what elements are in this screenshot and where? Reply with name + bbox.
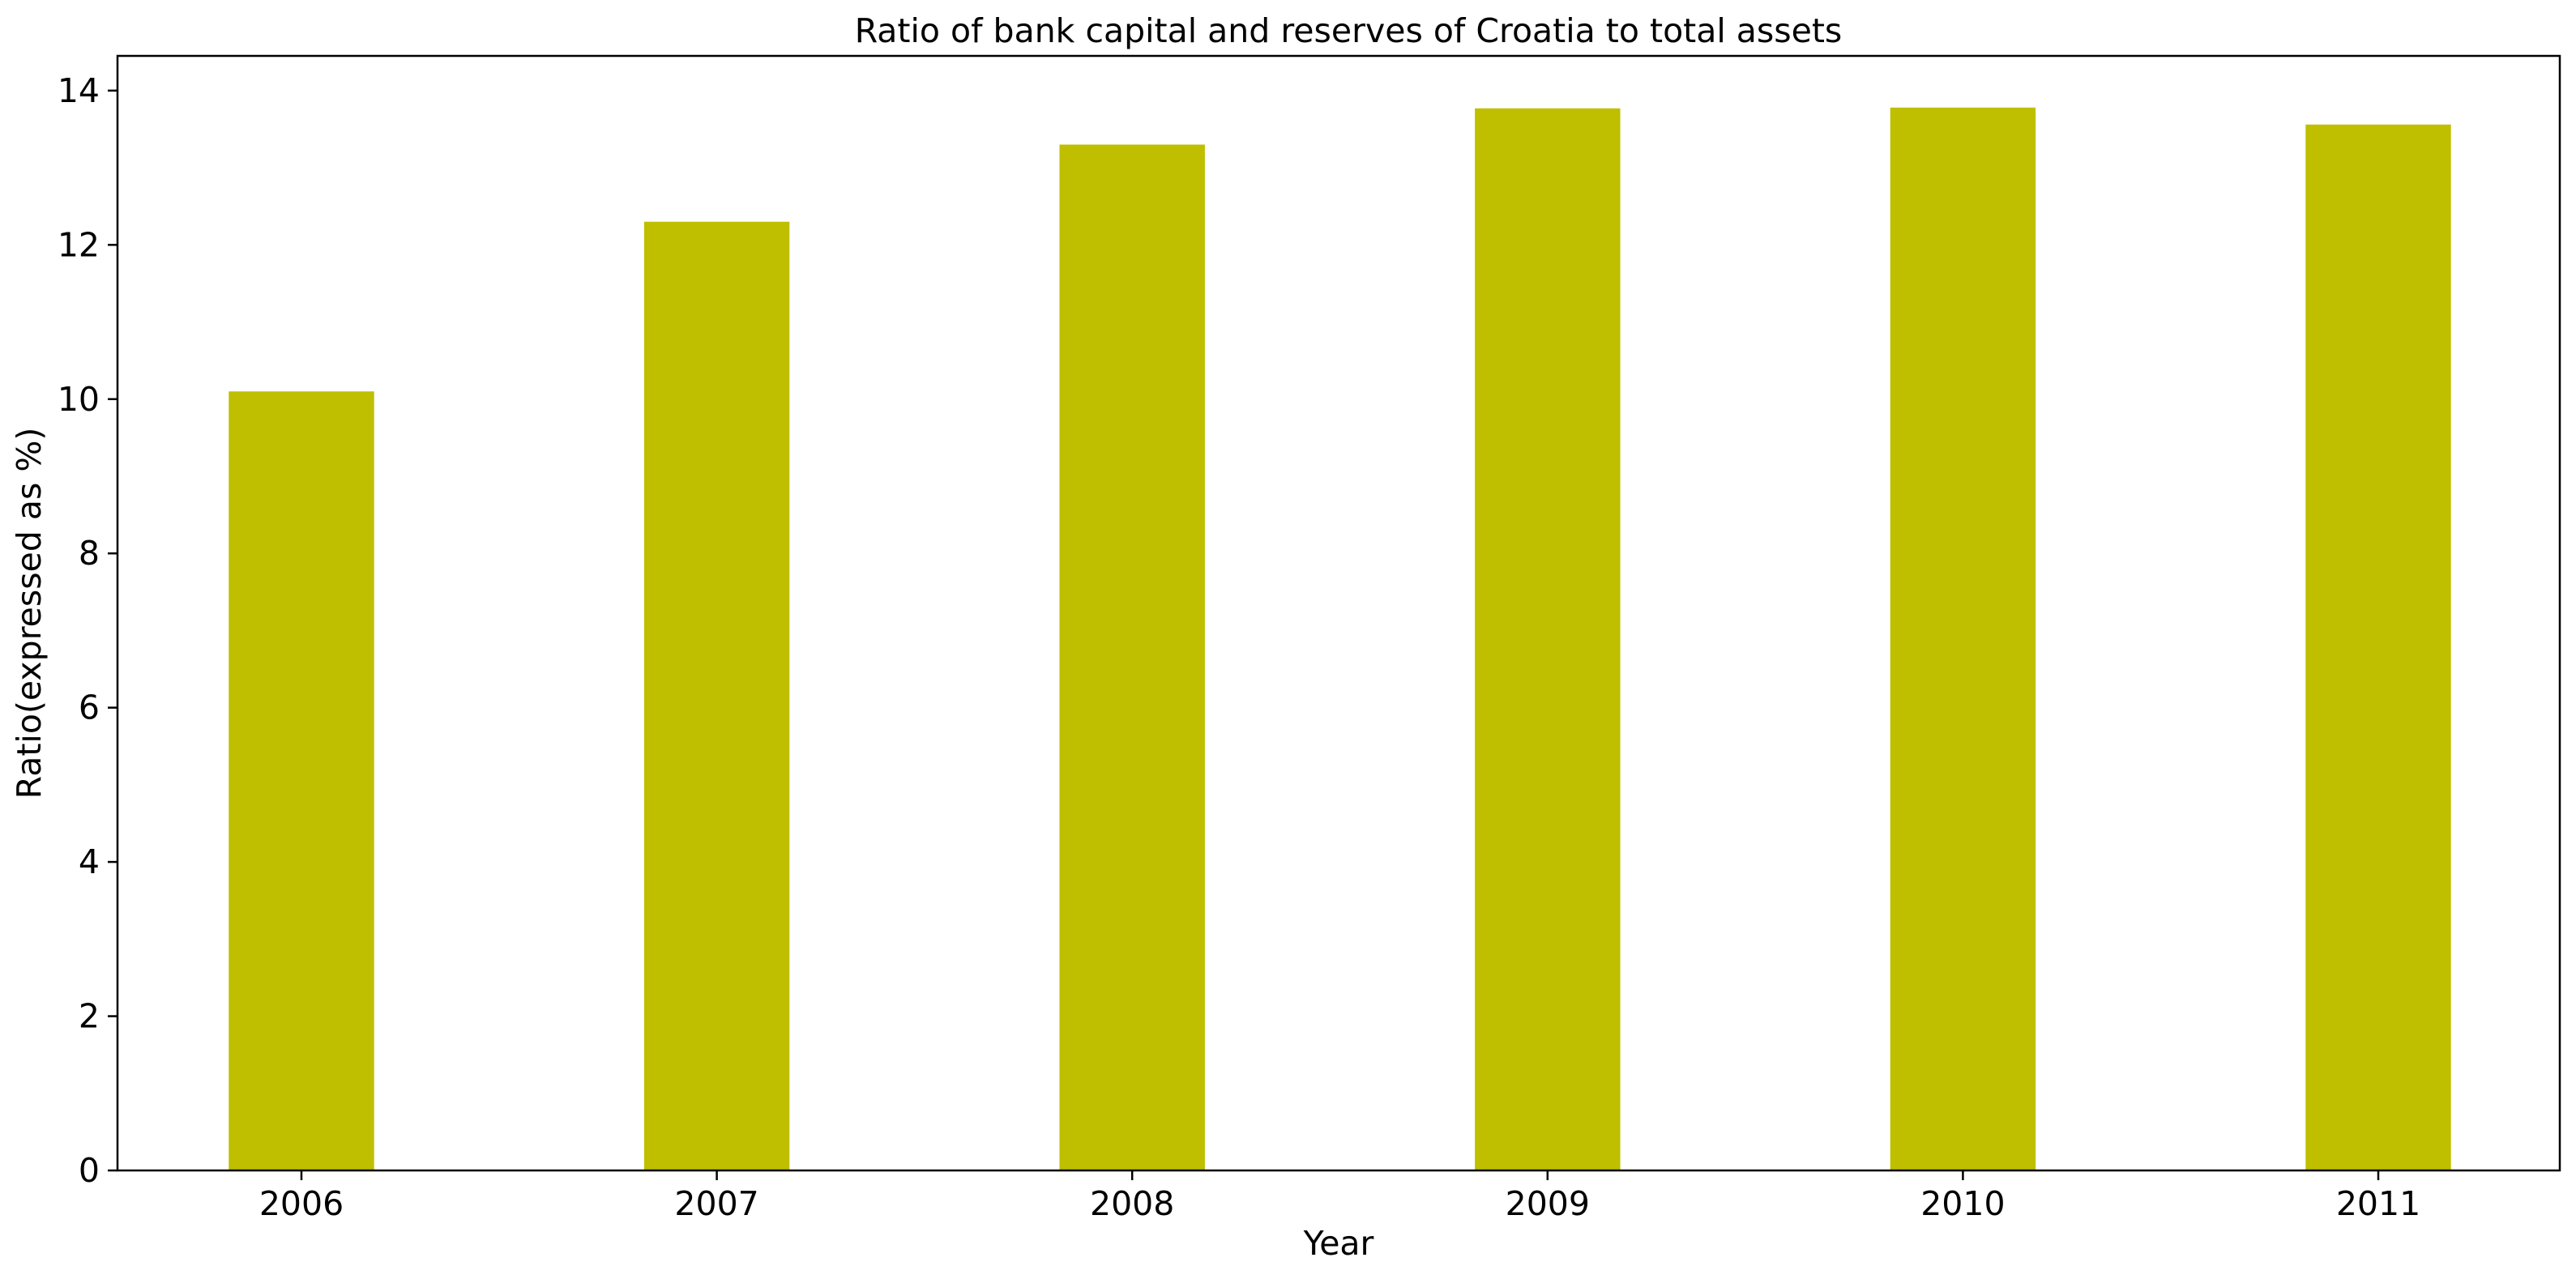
y-tick-label: 8 — [79, 534, 100, 573]
y-tick-label: 6 — [79, 689, 100, 727]
x-tick-label: 2007 — [674, 1184, 758, 1223]
bars — [229, 107, 2451, 1171]
x-tick-label: 2009 — [1506, 1184, 1590, 1223]
x-tick-label: 2008 — [1090, 1184, 1174, 1223]
x-tick-label: 2010 — [1920, 1184, 2005, 1223]
bar-2011 — [2305, 124, 2451, 1171]
bar-2006 — [229, 391, 374, 1170]
axis-ticks: 2006 2007 2008 2009 2010 2011 0 2 4 6 8 10 12 14 — [58, 71, 2420, 1223]
y-axis-label: Ratio(expressed as %) — [10, 428, 49, 799]
plot-frame — [116, 54, 2561, 1172]
bar-2010 — [1890, 107, 2036, 1171]
x-tick-label: 2011 — [2336, 1184, 2420, 1223]
y-tick-label: 12 — [58, 225, 100, 264]
y-tick-label: 0 — [79, 1151, 100, 1190]
bar-2009 — [1475, 108, 1621, 1171]
bar-2007 — [643, 221, 790, 1171]
x-tick-label: 2006 — [259, 1184, 344, 1223]
y-tick-label: 14 — [58, 71, 100, 110]
y-tick-label: 2 — [79, 997, 100, 1036]
x-axis-label: Year — [1303, 1224, 1374, 1263]
y-tick-label: 10 — [58, 380, 100, 419]
chart-title: Ratio of bank capital and reserves of Cr… — [855, 11, 1843, 50]
y-tick-label: 4 — [79, 842, 100, 881]
bar-2008 — [1059, 144, 1205, 1170]
